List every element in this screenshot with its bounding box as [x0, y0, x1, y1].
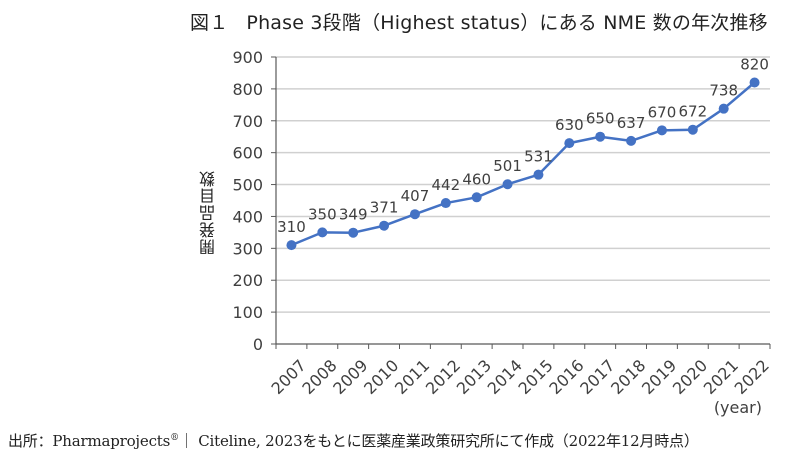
y-tick-label: 700: [232, 112, 263, 131]
source-prefix: 出所：Pharmaprojects: [8, 432, 171, 450]
registered-mark: ®: [170, 433, 179, 443]
axes: [271, 56, 771, 349]
x-tick-label: 2014: [484, 356, 526, 398]
x-tick-label: 2022: [731, 356, 773, 398]
data-label: 442: [431, 176, 460, 194]
data-point-marker: [502, 179, 513, 190]
data-label: 310: [277, 218, 306, 236]
line-chart: 0 100 200 300 400 500 600 700 800 900 20072008200…: [232, 48, 773, 417]
x-axis-label: (year): [714, 398, 762, 417]
data-label: 407: [401, 187, 430, 205]
chart-title: 図１ Phase 3段階（Highest status）にある NME 数の年次推…: [190, 8, 768, 35]
data-label: 820: [740, 56, 769, 74]
data-point-marker: [348, 227, 359, 238]
data-label: 531: [524, 148, 553, 166]
data-point-marker: [471, 192, 482, 203]
data-label: 371: [370, 199, 399, 217]
data-point-marker: [687, 124, 698, 135]
x-tick-label: 2010: [360, 356, 402, 398]
y-tick-label: 500: [232, 176, 263, 195]
x-tick-label: 2019: [638, 356, 680, 398]
x-tick-label: 2018: [607, 356, 649, 398]
data-label: 460: [462, 170, 491, 188]
data-point-marker: [595, 131, 606, 142]
x-tick-label: 2020: [669, 356, 711, 398]
data-label: 350: [308, 205, 337, 223]
data-point-marker: [440, 198, 451, 209]
y-tick-label: 900: [232, 48, 263, 67]
data-label: 630: [555, 116, 584, 134]
data-label: 672: [678, 103, 707, 121]
data-label: 349: [339, 206, 368, 224]
data-label: 650: [586, 110, 615, 128]
y-axis-ticks: 0 100 200 300 400 500 600 700 800 900: [232, 48, 263, 354]
data-point-marker: [409, 209, 420, 220]
source-note: 出所：Pharmaprojects®｜ Citeline, 2023をもとに医薬…: [8, 430, 699, 451]
x-tick-label: 2016: [545, 356, 587, 398]
x-tick-label: 2008: [298, 356, 340, 398]
data-point-marker: [749, 77, 760, 88]
data-point-marker: [533, 169, 544, 180]
x-tick-label: 2015: [515, 356, 557, 398]
y-tick-label: 0: [253, 335, 263, 354]
data-label: 670: [648, 103, 677, 121]
x-tick-label: 2011: [391, 356, 433, 398]
x-tick-label: 2012: [422, 356, 464, 398]
y-tick-label: 200: [232, 271, 263, 290]
x-axis-ticks: 2007200820092010201120122013201420152016…: [268, 356, 773, 398]
x-tick-label: 2017: [576, 356, 618, 398]
figure-label: 図１: [190, 12, 229, 34]
data-label: 738: [709, 82, 738, 100]
data-point-marker: [656, 125, 667, 136]
y-tick-label: 400: [232, 207, 263, 226]
series-line: [290, 81, 756, 247]
y-tick-label: 100: [232, 303, 263, 322]
data-point-marker: [564, 138, 575, 149]
data-point-marker: [718, 103, 729, 114]
x-tick-label: 2009: [329, 356, 371, 398]
x-tick-label: 2013: [453, 356, 495, 398]
data-label: 501: [493, 157, 522, 175]
x-tick-label: 2021: [700, 356, 742, 398]
data-label: 637: [617, 114, 646, 132]
y-tick-label: 800: [232, 80, 263, 99]
y-tick-label: 300: [232, 239, 263, 258]
figure-title: Phase 3段階（Highest status）にある NME 数の年次推移: [246, 12, 768, 34]
y-tick-label: 600: [232, 144, 263, 163]
data-point-marker: [286, 240, 297, 251]
data-point-marker: [379, 220, 390, 231]
source-suffix: ｜ Citeline, 2023をもとに医薬産業政策研究所にて作成（2022年1…: [178, 432, 699, 450]
data-point-marker: [317, 227, 328, 238]
data-series: [286, 77, 760, 251]
gridlines: [276, 56, 770, 313]
data-point-marker: [626, 135, 637, 146]
x-tick-label: 2007: [268, 356, 310, 398]
